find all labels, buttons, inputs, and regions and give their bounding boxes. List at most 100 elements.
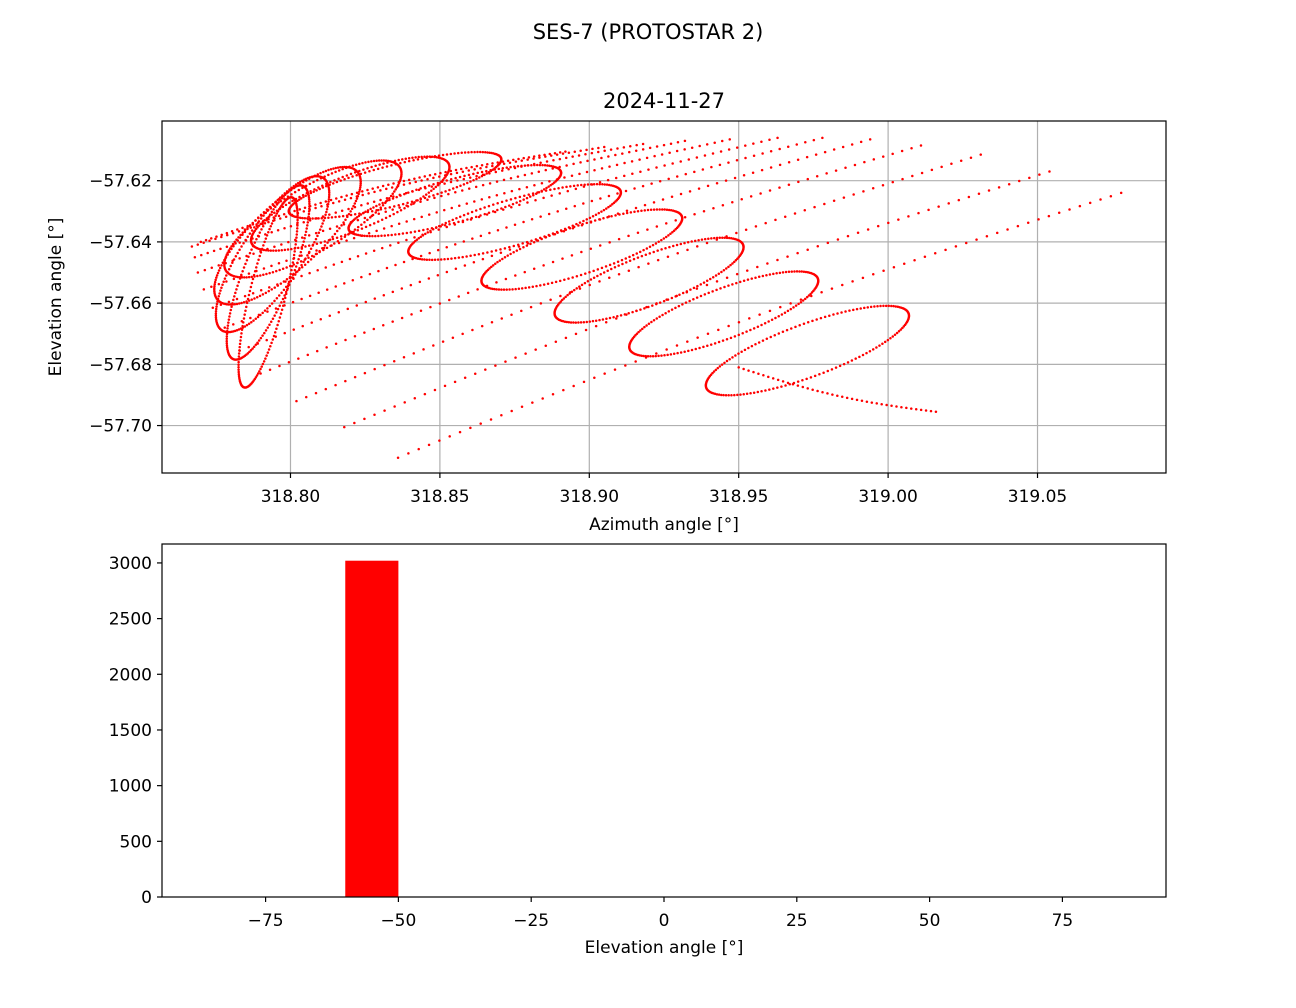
scatter-point [251, 244, 255, 248]
scatter-point [585, 148, 588, 152]
scatter-point [806, 248, 809, 251]
scatter-point [268, 213, 272, 216]
scatter-point [501, 208, 505, 211]
scatter-point [510, 409, 513, 413]
scatter-point [655, 145, 659, 148]
scatter-point [396, 210, 399, 214]
scatter-point [247, 345, 250, 349]
scatter-point [820, 291, 823, 294]
scatter-point [460, 151, 463, 155]
scatter-point [317, 291, 320, 294]
scatter-point [445, 270, 449, 274]
scatter-point [727, 394, 730, 397]
scatter-point [411, 257, 414, 261]
scatter-point [379, 189, 382, 192]
scatter-point [329, 168, 333, 171]
scatter-point [296, 181, 300, 185]
scatter-point [532, 267, 536, 270]
scatter-point [532, 241, 536, 244]
scatter-point [646, 354, 650, 358]
scatter-point [241, 231, 244, 234]
scatter-point [771, 377, 775, 380]
scatter-point [436, 192, 439, 196]
scatter-point [907, 215, 910, 218]
scatter-point [262, 244, 265, 247]
scatter-point [302, 240, 305, 243]
scatter-point [488, 182, 492, 185]
scatter-point [530, 172, 534, 175]
scatter-point [695, 156, 699, 159]
scatter-x-axis-label: Azimuth angle [°] [589, 515, 739, 535]
scatter-point [569, 185, 572, 188]
scatter-point [717, 393, 721, 396]
scatter-point [262, 360, 266, 363]
scatter-point [598, 218, 602, 221]
histogram-y-tick-label: 3000 [109, 554, 152, 574]
scatter-point [768, 189, 772, 192]
scatter-point [490, 321, 494, 324]
scatter-point [544, 189, 548, 192]
scatter-point [429, 230, 432, 234]
scatter-point [668, 151, 671, 154]
scatter-point [353, 421, 356, 425]
scatter-point [786, 145, 790, 149]
scatter-point [345, 194, 348, 197]
scatter-point [428, 155, 431, 158]
scatter-point [366, 210, 370, 214]
scatter-point [553, 187, 556, 191]
scatter-point [461, 170, 465, 173]
scatter-point [307, 212, 311, 216]
scatter-point [735, 146, 739, 149]
scatter-point [234, 254, 238, 258]
scatter-point [427, 213, 431, 216]
scatter-point [760, 323, 763, 327]
scatter-point [508, 161, 512, 164]
scatter-point [391, 197, 395, 200]
scatter-point [433, 388, 437, 392]
scatter-point [778, 163, 782, 167]
scatter-point [309, 258, 313, 261]
scatter-point [277, 201, 280, 204]
scatter-point [650, 320, 653, 324]
scatter-point [283, 304, 286, 307]
scatter-point [456, 151, 460, 155]
scatter-point [451, 218, 455, 222]
scatter-point [796, 384, 800, 387]
scatter-point [264, 233, 267, 236]
scatter-point [742, 279, 746, 282]
scatter-point [326, 205, 329, 208]
scatter-point [405, 220, 408, 223]
scatter-point [274, 335, 277, 338]
scatter-point [251, 291, 255, 295]
scatter-point [805, 377, 808, 381]
scatter-point [636, 209, 640, 213]
scatter-point [555, 230, 559, 234]
scatter-point [294, 243, 297, 246]
scatter-point [520, 309, 523, 313]
scatter-point [467, 169, 470, 172]
scatter-point [202, 288, 206, 291]
scatter-point [628, 259, 632, 262]
scatter-point [565, 164, 568, 167]
scatter-point [806, 271, 810, 274]
scatter-point [265, 219, 268, 222]
scatter-point [238, 241, 241, 244]
scatter-point [304, 230, 308, 233]
scatter-point [506, 254, 509, 257]
scatter-point [443, 224, 447, 227]
scatter-point [683, 241, 686, 245]
scatter-point [795, 270, 799, 273]
scatter-point [577, 224, 580, 227]
scatter-point [528, 195, 532, 198]
scatter-point [227, 267, 231, 271]
scatter-point [709, 277, 712, 281]
scatter-point [532, 193, 535, 197]
scatter-point [270, 231, 273, 234]
scatter-point [352, 236, 356, 240]
scatter-point [292, 272, 295, 276]
scatter-point [639, 329, 642, 332]
scatter-point [382, 227, 386, 230]
scatter-point [369, 216, 372, 219]
scatter-point [566, 293, 569, 297]
scatter-point [366, 202, 369, 205]
